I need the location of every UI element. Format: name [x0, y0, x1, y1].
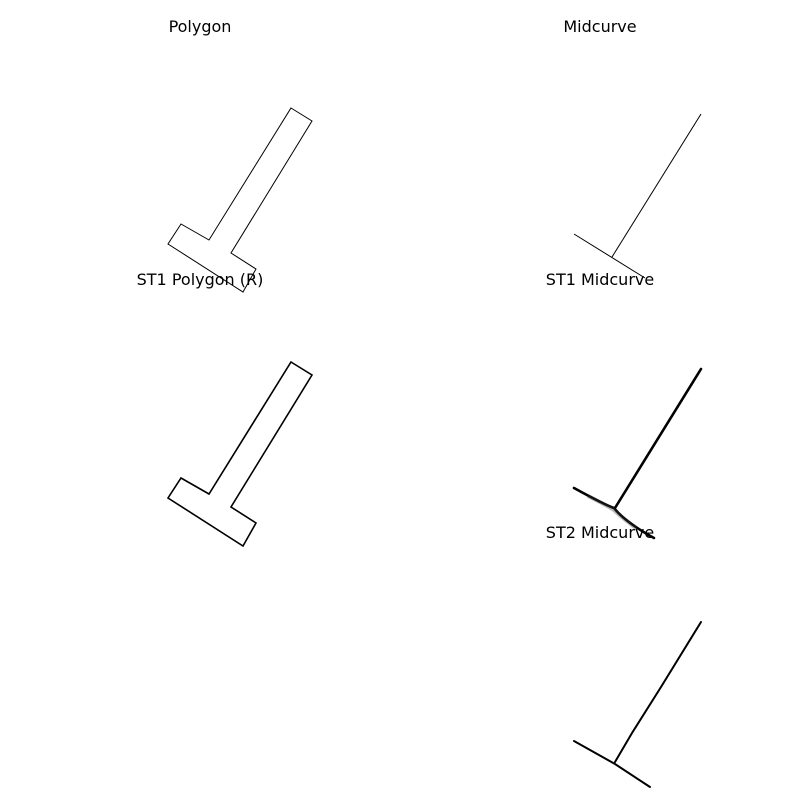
panel-title-midcurve: Midcurve	[563, 17, 636, 36]
polygon-outline	[167, 107, 313, 293]
st2-midcurve-line	[614, 621, 702, 763]
panel-title-st1-polygon: ST1 Polygon (R)	[137, 270, 264, 289]
st1-midcurve-crossbar	[572, 486, 656, 540]
panel-st2-midcurve: ST2 Midcurve	[546, 523, 702, 788]
st1-polygon-outline	[166, 360, 314, 548]
st1-midcurve-line	[613, 367, 703, 510]
panel-st1-midcurve: ST1 Midcurve	[546, 270, 703, 540]
panel-title-st2-midcurve: ST2 Midcurve	[546, 523, 654, 542]
panel-title-st1-midcurve: ST1 Midcurve	[546, 270, 654, 289]
st2-midcurve-crossbar	[573, 740, 651, 788]
panel-title-polygon: Polygon	[169, 17, 232, 36]
panel-st1-polygon: ST1 Polygon (R)	[137, 270, 314, 548]
panel-polygon: Polygon	[167, 17, 313, 293]
midcurve-crossbar	[573, 233, 646, 279]
st1-midcurve-junction-blur	[587, 494, 638, 530]
panel-midcurve: Midcurve	[563, 17, 702, 279]
midcurve-line	[611, 113, 702, 258]
